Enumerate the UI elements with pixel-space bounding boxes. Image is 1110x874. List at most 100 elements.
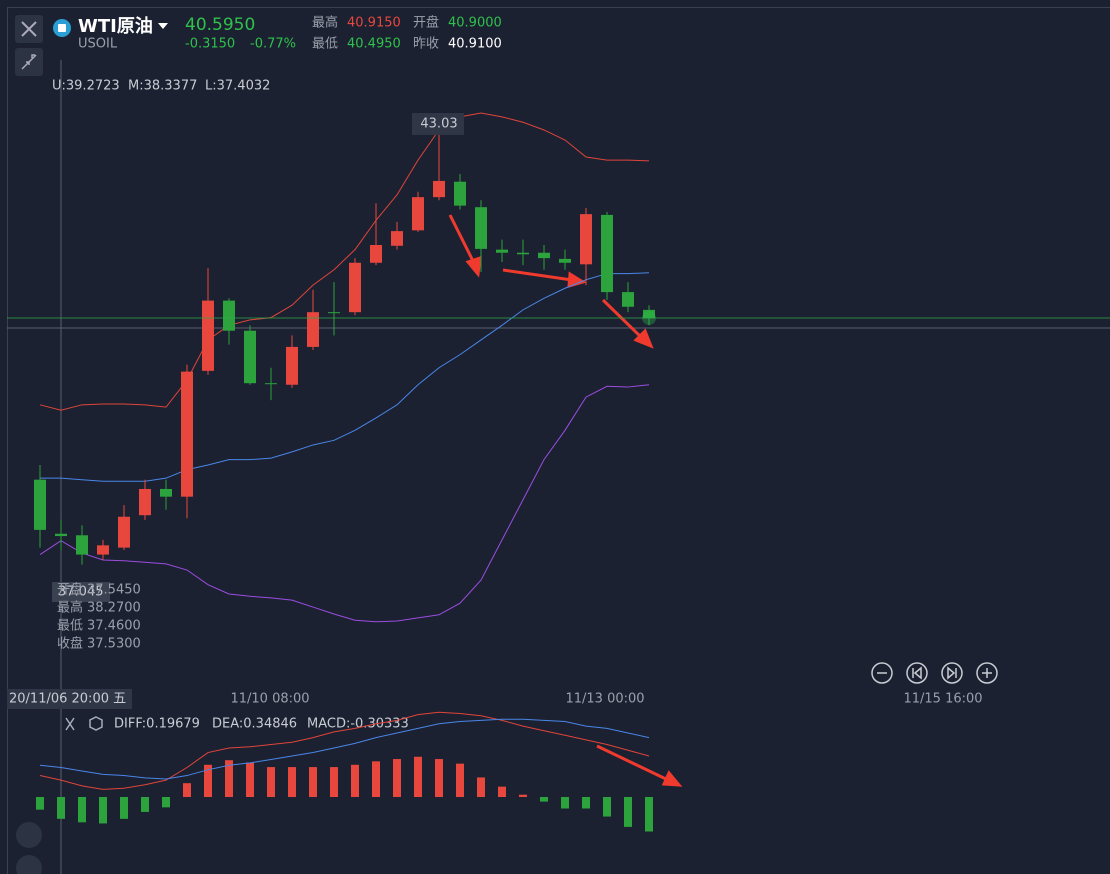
macd-bar — [372, 761, 380, 797]
stat-value: 40.9150 — [347, 16, 401, 31]
go-end[interactable] — [941, 662, 963, 684]
candle-body — [601, 214, 613, 293]
macd-close[interactable] — [65, 717, 75, 731]
stat-label: 最低 — [312, 37, 338, 52]
macd-bar — [120, 797, 128, 819]
candle-body — [202, 300, 214, 371]
frame — [7, 7, 1110, 874]
change-pct: -0.77% — [250, 37, 296, 52]
time-label: 11/10 08:00 — [230, 692, 309, 707]
candle-body — [34, 479, 46, 530]
macd-bar — [204, 764, 212, 797]
candle-body — [139, 488, 151, 516]
macd-bar — [435, 759, 443, 797]
macd-bar — [393, 759, 401, 797]
stat-value: 40.4950 — [347, 37, 401, 52]
candle-body — [412, 197, 424, 231]
macd-bar — [162, 797, 170, 808]
zoom-in[interactable] — [976, 662, 998, 684]
time-label: 11/15 16:00 — [903, 692, 982, 707]
candle-body — [307, 312, 319, 347]
candle-body — [475, 207, 487, 249]
symbol[interactable]: WTI原油 — [78, 15, 153, 37]
go-start[interactable] — [906, 662, 928, 684]
macd-bar — [540, 797, 548, 802]
close-icon — [21, 21, 37, 37]
last-price-glow — [642, 310, 656, 325]
band-legend: M:38.3377 — [128, 79, 197, 94]
macd-settings[interactable] — [89, 716, 103, 731]
band-line — [39, 384, 650, 623]
macd-bar — [561, 797, 569, 809]
macd-bar — [456, 763, 464, 797]
candle-body — [433, 180, 445, 198]
macd-legend: MACD:-0.30333 — [307, 717, 409, 732]
candle-body — [244, 330, 256, 384]
candle-body — [181, 371, 193, 497]
macd-bar — [519, 794, 527, 797]
high-marker-box — [412, 112, 464, 135]
candle-body — [160, 488, 172, 497]
macd-bar — [624, 797, 632, 827]
band-line — [39, 112, 650, 411]
macd-bar — [246, 762, 254, 797]
band-line — [40, 272, 650, 482]
macd-bar — [645, 797, 653, 832]
candle-body — [223, 300, 235, 331]
high-marker: 43.03 — [420, 116, 457, 131]
candle-body — [118, 516, 130, 548]
candle-body — [55, 533, 67, 537]
stat-value: 40.9100 — [448, 37, 502, 52]
band-legend: U:39.2723 — [52, 79, 120, 94]
macd-bar — [225, 760, 233, 797]
macd-bar — [330, 767, 338, 797]
macd-bar — [603, 797, 611, 817]
symbol-code: USOIL — [78, 37, 118, 52]
candle-body — [286, 346, 298, 385]
candle-body — [97, 545, 109, 555]
macd-bar — [351, 764, 359, 797]
macd-bar — [288, 767, 296, 797]
candle-body — [328, 312, 340, 314]
tool-button[interactable] — [16, 822, 42, 848]
tool-button[interactable] — [16, 855, 42, 874]
stat-label: 昨收 — [413, 37, 439, 52]
candle-body — [643, 309, 655, 318]
candle-body — [538, 252, 550, 259]
macd-bar — [36, 797, 44, 810]
macd-line — [39, 711, 650, 790]
macd-bar — [78, 797, 86, 823]
candle-body — [559, 258, 571, 263]
change: -0.3150 — [185, 37, 235, 52]
tooltip-value: 37.5300 — [87, 637, 141, 652]
candle-body — [370, 245, 382, 263]
crosshair-price: 37.045 — [58, 585, 104, 600]
macd-bar — [309, 767, 317, 797]
macd-bar — [183, 783, 191, 797]
candle-body — [349, 262, 361, 313]
time-box — [7, 689, 132, 709]
tooltip-label: 开盘 — [57, 582, 83, 598]
candle-body — [517, 252, 529, 255]
macd-line — [39, 718, 650, 780]
macd-legend: DIFF:0.19679 — [114, 717, 200, 732]
price: 40.5950 — [185, 15, 255, 35]
zoom-out[interactable] — [871, 662, 893, 684]
macd-bar — [141, 797, 149, 812]
tooltip-label: 最高 — [57, 600, 83, 616]
candle-body — [622, 292, 634, 307]
symbol-dropdown[interactable] — [158, 23, 168, 29]
macd-bar — [498, 786, 506, 797]
candle-body — [76, 535, 88, 555]
candle-body — [454, 181, 466, 206]
stat-label: 最高 — [312, 15, 338, 31]
macd-legend: DEA:0.34846 — [212, 717, 297, 732]
tooltip-value: 37.5450 — [87, 583, 141, 598]
macd-bar — [57, 797, 65, 819]
crosshair-price-box — [52, 582, 110, 603]
macd-bar — [582, 797, 590, 809]
macd-bar — [267, 767, 275, 797]
tooltip-label: 收盘 — [57, 636, 83, 652]
